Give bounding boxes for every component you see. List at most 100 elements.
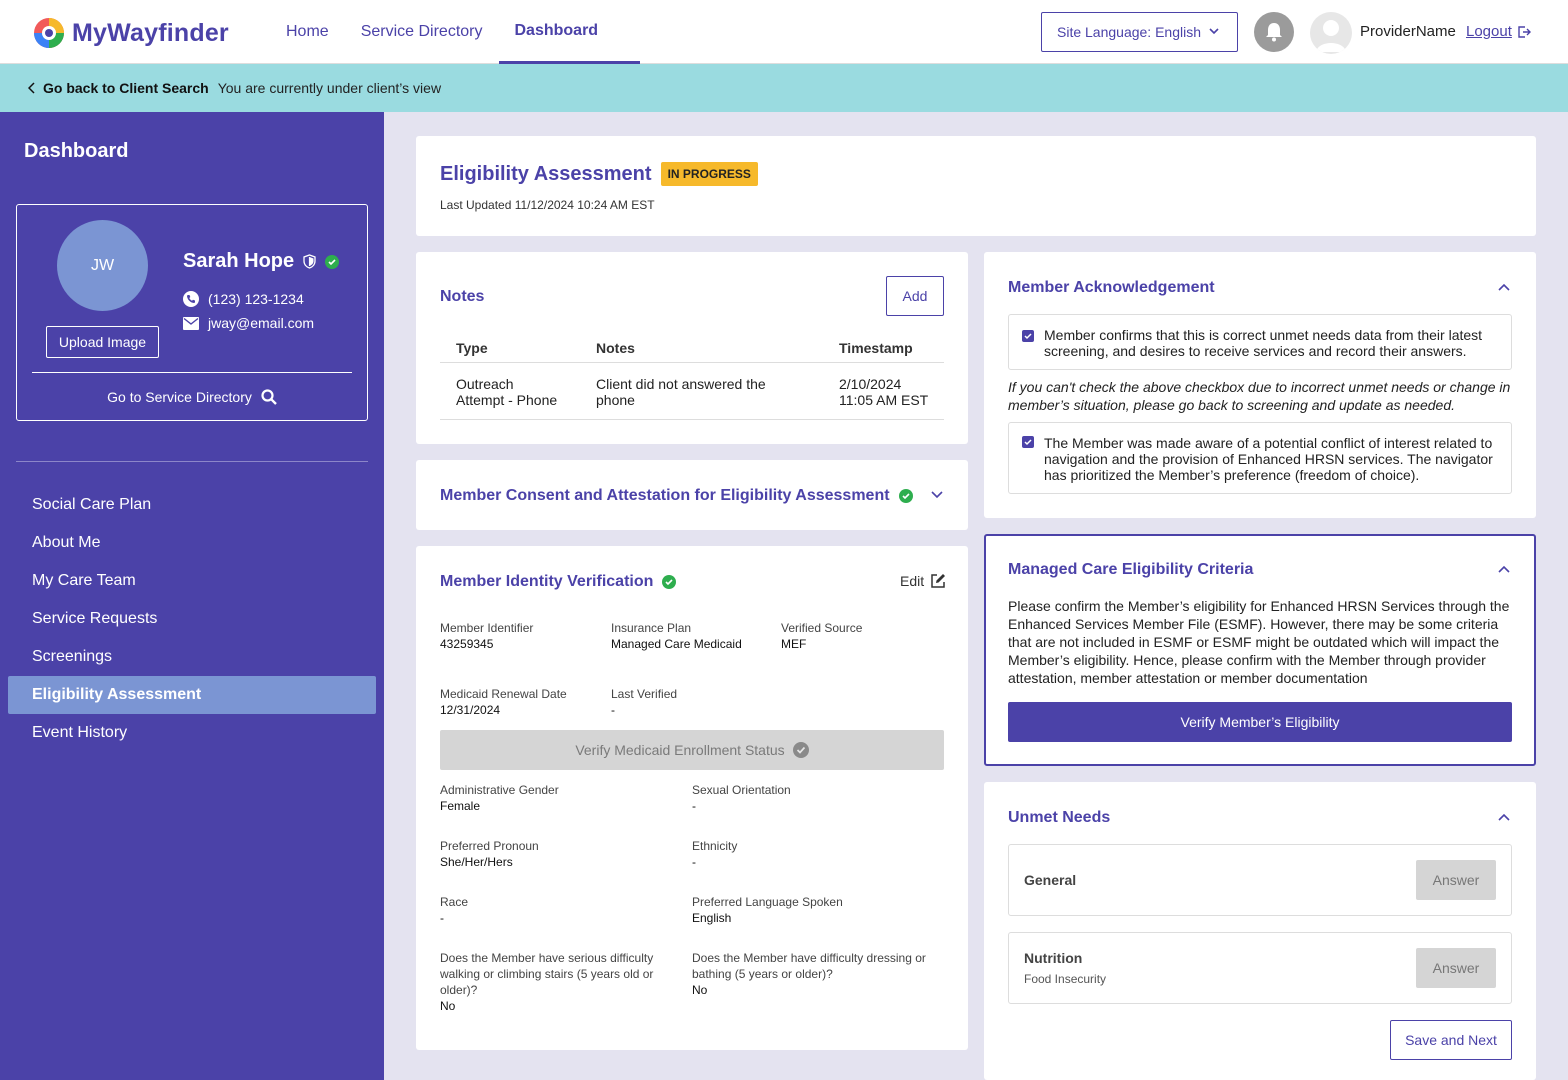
chevron-down-icon[interactable] bbox=[930, 489, 944, 501]
question-line: Does the Member have difficulty dressing… bbox=[692, 951, 926, 965]
acknowledgement-note: If you can't check the above checkbox du… bbox=[1008, 378, 1510, 414]
edit-label: Edit bbox=[900, 573, 925, 589]
answer-button[interactable]: Answer bbox=[1416, 860, 1496, 900]
walking-answer: No bbox=[440, 999, 456, 1013]
acknowledgement-check-1[interactable]: Member confirms that this is correct unm… bbox=[1008, 314, 1512, 370]
note-text: Client did not answered the phone bbox=[596, 376, 766, 408]
site-language-select[interactable]: Site Language: English bbox=[1041, 12, 1238, 52]
renewal-date-value: 12/31/2024 bbox=[440, 703, 501, 717]
save-and-next-button[interactable]: Save and Next bbox=[1390, 1020, 1512, 1060]
chevron-up-icon[interactable] bbox=[1497, 281, 1511, 293]
question-line: older)? bbox=[440, 983, 478, 997]
logout-link[interactable]: Logout bbox=[1466, 23, 1531, 40]
assessment-header-panel: Eligibility Assessment IN PROGRESS Last … bbox=[416, 136, 1536, 236]
gender-label: Administrative Gender bbox=[440, 783, 559, 797]
app-logo[interactable]: MyWayfinder bbox=[32, 16, 229, 50]
sidebar-item-about-me[interactable]: About Me bbox=[32, 534, 101, 551]
client-avatar: JW bbox=[57, 220, 148, 311]
main-nav: Home Service Directory Dashboard bbox=[270, 0, 641, 64]
sidebar-item-my-care-team[interactable]: My Care Team bbox=[32, 572, 136, 589]
chevron-up-icon[interactable] bbox=[1497, 563, 1511, 575]
bell-icon bbox=[1266, 23, 1282, 42]
client-view-banner: Go back to Client Search You are current… bbox=[0, 64, 1568, 112]
client-name: Sarah Hope bbox=[183, 250, 295, 272]
go-service-label: Go to Service Directory bbox=[107, 389, 252, 405]
consent-panel[interactable]: Member Consent and Attestation for Eligi… bbox=[416, 460, 968, 530]
search-icon bbox=[261, 389, 277, 405]
chevron-up-icon[interactable] bbox=[1497, 811, 1511, 823]
member-identifier-value: 43259345 bbox=[440, 637, 494, 651]
checkbox-checked[interactable] bbox=[1022, 330, 1034, 342]
note-line: member’s situation, please go back to sc… bbox=[1008, 397, 1456, 413]
verify-medicaid-button[interactable]: Verify Medicaid Enrollment Status bbox=[440, 730, 944, 770]
last-verified-label: Last Verified bbox=[611, 687, 678, 701]
race-value: - bbox=[440, 911, 444, 925]
checkbox-checked[interactable] bbox=[1022, 436, 1034, 448]
edit-icon bbox=[931, 574, 946, 588]
add-note-button[interactable]: Add bbox=[886, 276, 944, 316]
nav-dashboard[interactable]: Dashboard bbox=[498, 0, 641, 64]
acknowledgement-check-2[interactable]: The Member was made aware of a potential… bbox=[1008, 422, 1512, 494]
client-phone: (123) 123-1234 bbox=[208, 291, 304, 307]
status-badge: IN PROGRESS bbox=[660, 162, 758, 186]
consent-title: Member Consent and Attestation for Eligi… bbox=[440, 487, 890, 504]
gender-value: Female bbox=[440, 799, 481, 813]
description-line: attestation, member attestation or membe… bbox=[1008, 670, 1368, 686]
ethnicity-value: - bbox=[692, 855, 696, 869]
sidebar-item-event-history[interactable]: Event History bbox=[32, 724, 128, 741]
need-subtitle: Food Insecurity bbox=[1024, 972, 1107, 986]
client-profile-card: JW Upload Image Sarah Hope (123) 123-123… bbox=[16, 204, 368, 421]
member-identifier-label: Member Identifier bbox=[440, 621, 534, 635]
edit-identity-button[interactable]: Edit bbox=[900, 573, 946, 589]
notifications-button[interactable] bbox=[1254, 12, 1294, 52]
answer-button[interactable]: Answer bbox=[1416, 948, 1496, 988]
chevron-left-icon bbox=[28, 82, 35, 94]
provider-name[interactable]: ProviderName bbox=[1360, 23, 1456, 40]
back-to-client-search[interactable]: Go back to Client Search bbox=[28, 80, 209, 96]
orientation-label: Sexual Orientation bbox=[692, 783, 791, 797]
note-timestamp: 2/10/2024 11:05 AM EST bbox=[839, 376, 928, 408]
client-name-row: Sarah Hope bbox=[183, 250, 340, 273]
ack-line: has prioritized the Member’s preference … bbox=[1044, 467, 1420, 483]
dressing-question: Does the Member have difficulty dressing… bbox=[692, 950, 926, 982]
sidebar-item-eligibility-assessment[interactable]: Eligibility Assessment bbox=[8, 676, 376, 714]
pronoun-label: Preferred Pronoun bbox=[440, 839, 539, 853]
chevron-down-icon bbox=[1209, 28, 1219, 35]
sidebar-item-screenings[interactable]: Screenings bbox=[32, 648, 113, 665]
sidebar: Dashboard JW Upload Image Sarah Hope (12… bbox=[0, 112, 384, 1080]
provider-avatar[interactable] bbox=[1310, 12, 1352, 54]
question-line: walking or climbing stairs (5 years old … bbox=[440, 967, 654, 981]
shield-icon bbox=[303, 254, 316, 269]
renewal-date-label: Medicaid Renewal Date bbox=[440, 687, 567, 701]
wayfinder-logo-icon bbox=[34, 18, 64, 48]
identity-title: Member Identity Verification bbox=[440, 573, 654, 590]
verify-eligibility-button[interactable]: Verify Member’s Eligibility bbox=[1008, 702, 1512, 742]
notes-col-type: Type bbox=[456, 340, 488, 356]
sidebar-item-service-requests[interactable]: Service Requests bbox=[32, 610, 158, 627]
note-time-line: 11:05 AM EST bbox=[839, 392, 929, 408]
site-language-label: Site Language: English bbox=[1057, 24, 1201, 40]
need-name: General bbox=[1024, 872, 1077, 888]
consent-title-row: Member Consent and Attestation for Eligi… bbox=[440, 487, 913, 505]
nav-service-directory[interactable]: Service Directory bbox=[360, 23, 483, 40]
managed-care-description: Please confirm the Member’s eligibility … bbox=[1008, 597, 1509, 687]
dressing-answer: No bbox=[692, 983, 708, 997]
notes-header-divider bbox=[440, 362, 944, 363]
verified-check-icon bbox=[325, 254, 340, 269]
acknowledgement-panel: Member Acknowledgement Member confirms t… bbox=[984, 252, 1536, 518]
identity-verification-panel: Member Identity Verification Edit Member… bbox=[416, 546, 968, 1050]
mail-icon bbox=[183, 316, 199, 330]
verified-source-label: Verified Source bbox=[781, 621, 863, 635]
insurance-plan-value: Managed Care Medicaid bbox=[611, 637, 742, 651]
description-line: Please confirm the Member’s eligibility … bbox=[1008, 598, 1510, 614]
checkmark-icon bbox=[1024, 439, 1032, 446]
nav-home[interactable]: Home bbox=[286, 23, 329, 40]
note-text-line: phone bbox=[596, 392, 635, 408]
unmet-needs-panel: Unmet Needs General Answer Nutrition Foo… bbox=[984, 782, 1536, 1080]
notes-title: Notes bbox=[440, 288, 485, 305]
sidebar-item-social-care-plan[interactable]: Social Care Plan bbox=[32, 496, 152, 513]
go-to-service-directory-link[interactable]: Go to Service Directory bbox=[17, 389, 367, 405]
last-updated: Last Updated 11/12/2024 10:24 AM EST bbox=[440, 198, 655, 212]
upload-image-button[interactable]: Upload Image bbox=[46, 326, 159, 358]
back-label: Go back to Client Search bbox=[43, 80, 209, 96]
